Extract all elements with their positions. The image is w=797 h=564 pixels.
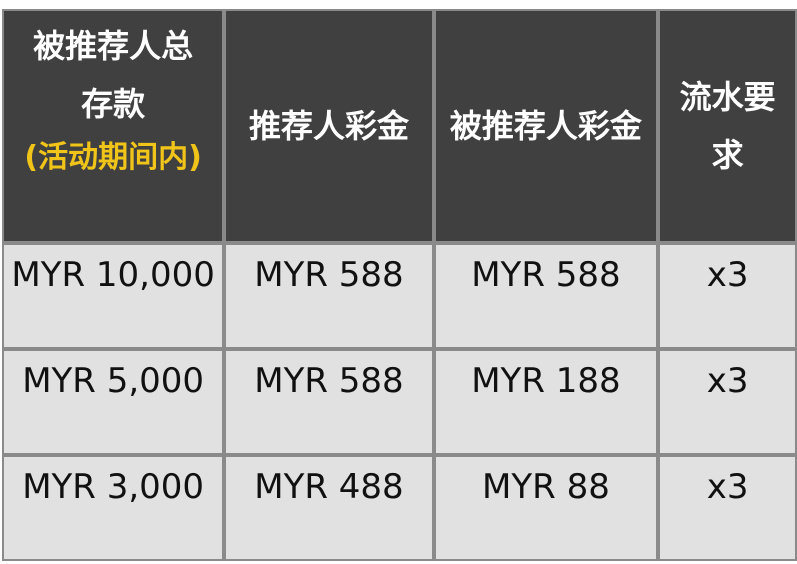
cell-referee-bonus: MYR 588: [433, 243, 659, 349]
header-note: (活动期间内): [24, 140, 202, 175]
header-label: 被推荐人总存款: [33, 27, 194, 123]
table-row: MYR 3,000 MYR 488 MYR 88 x3: [2, 455, 797, 561]
cell-turnover: x3: [658, 349, 797, 455]
cell-referee-bonus: MYR 88: [433, 455, 659, 561]
header-row: 被推荐人总存款 (活动期间内) 推荐人彩金 被推荐人彩金 流水要求: [2, 9, 797, 243]
cell-referrer-bonus: MYR 488: [224, 455, 434, 561]
cell-referrer-bonus: MYR 588: [224, 243, 434, 349]
cell-turnover: x3: [658, 455, 797, 561]
cell-deposit: MYR 5,000: [2, 349, 225, 455]
header-referee-bonus: 被推荐人彩金: [433, 9, 659, 243]
cell-deposit: MYR 3,000: [2, 455, 225, 561]
cell-deposit: MYR 10,000: [2, 243, 225, 349]
cell-referrer-bonus: MYR 588: [224, 349, 434, 455]
cell-referee-bonus: MYR 188: [433, 349, 659, 455]
bonus-table: 被推荐人总存款 (活动期间内) 推荐人彩金 被推荐人彩金 流水要求 MYR 10…: [2, 9, 797, 561]
header-turnover: 流水要求: [658, 9, 797, 243]
cell-turnover: x3: [658, 243, 797, 349]
header-referee-deposit: 被推荐人总存款 (活动期间内): [2, 9, 225, 243]
table-row: MYR 10,000 MYR 588 MYR 588 x3: [2, 243, 797, 349]
header-referrer-bonus: 推荐人彩金: [224, 9, 434, 243]
table-row: MYR 5,000 MYR 588 MYR 188 x3: [2, 349, 797, 455]
